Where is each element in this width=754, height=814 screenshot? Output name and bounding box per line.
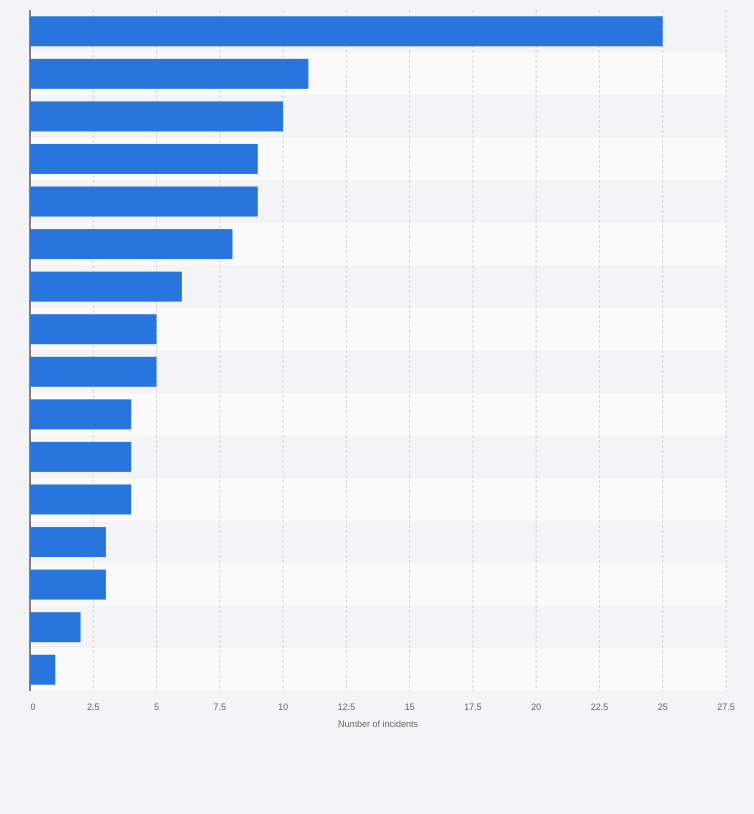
row-band: [30, 478, 726, 521]
row-band: [30, 648, 726, 691]
row-band: [30, 520, 726, 564]
x-tick-label: 22.5: [591, 702, 609, 712]
x-tick-label: 12.5: [338, 702, 356, 712]
bar[interactable]: [30, 271, 182, 302]
x-tick-label: 10: [278, 702, 288, 712]
row-band: [30, 435, 726, 479]
bar[interactable]: [30, 143, 258, 174]
x-tick-label: 2.5: [87, 702, 100, 712]
bar[interactable]: [30, 399, 132, 430]
bar[interactable]: [30, 314, 157, 345]
x-tick-label: 5: [154, 702, 159, 712]
bar[interactable]: [30, 16, 663, 47]
bar[interactable]: [30, 229, 233, 260]
x-tick-labels: 0 2.5 5 7.5 10 12.5 15 17.5 20 22.5 25 27.5: [30, 702, 734, 712]
bar[interactable]: [30, 441, 132, 472]
x-tick-label: 0: [30, 702, 35, 712]
x-tick-label: 25: [658, 702, 668, 712]
bar[interactable]: [30, 101, 284, 132]
bar[interactable]: [30, 569, 106, 600]
bar[interactable]: [30, 654, 56, 685]
x-tick-label: 17.5: [464, 702, 482, 712]
row-band: [30, 393, 726, 436]
bar[interactable]: [30, 527, 106, 558]
bar[interactable]: [30, 612, 81, 643]
bar[interactable]: [30, 58, 309, 89]
x-axis-label: Number of incidents: [338, 719, 419, 729]
bar[interactable]: [30, 356, 157, 387]
row-band: [30, 605, 726, 649]
x-tick-label: 27.5: [717, 702, 735, 712]
bar[interactable]: [30, 484, 132, 515]
bars: [30, 16, 663, 685]
x-tick-label: 7.5: [214, 702, 227, 712]
x-tick-label: 20: [531, 702, 541, 712]
row-band: [30, 563, 726, 606]
grid-lines: [92, 10, 727, 691]
bar[interactable]: [30, 186, 258, 217]
x-tick-label: 15: [405, 702, 415, 712]
